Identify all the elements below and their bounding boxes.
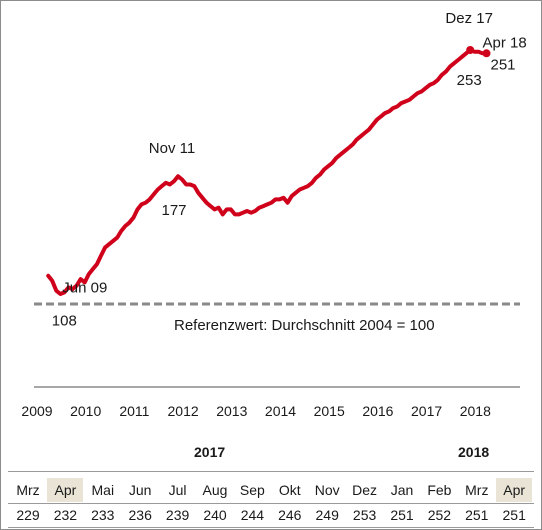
point-marker: [482, 49, 491, 58]
annotation-label: 177: [161, 202, 186, 219]
x-tick-label: 2012: [168, 403, 199, 419]
month-value: 239: [165, 507, 190, 523]
year-header: 2017 2018: [0, 444, 542, 464]
month-value: 253: [352, 507, 377, 523]
x-tick-label: 2010: [70, 403, 101, 419]
month-value: 251: [465, 507, 489, 523]
month-header: Mrz: [16, 482, 40, 498]
series-line: [46, 48, 489, 296]
month-header: Apr: [496, 478, 533, 502]
x-tick-label: 2009: [21, 403, 52, 419]
table-rule-top: [8, 471, 534, 472]
x-tick-label: 2017: [411, 403, 442, 419]
month-value: 251: [502, 507, 526, 523]
month-header: Okt: [278, 482, 301, 498]
point-marker: [466, 46, 475, 54]
x-tick-label: 2011: [119, 403, 149, 419]
month-header: Nov: [314, 482, 340, 498]
month-header: Sep: [239, 482, 265, 498]
month-value: 232: [53, 507, 78, 523]
month-value: 251: [390, 507, 414, 523]
x-tick-label: 2013: [216, 403, 247, 419]
line-chart: Referenzwert: Durchschnitt 2004 = 100 20…: [21, 10, 527, 419]
month-header: Jun: [128, 482, 152, 498]
month-value: 233: [91, 507, 115, 523]
annotation-label: 253: [457, 72, 482, 89]
annotation-label: 108: [52, 313, 77, 330]
month-header: Apr: [47, 478, 84, 502]
month-header: Aug: [202, 482, 228, 498]
x-tick-label: 2015: [314, 403, 345, 419]
month-value: 244: [240, 507, 265, 523]
year-label: 2018: [458, 444, 490, 460]
annotation-label: Nov 11: [149, 140, 195, 157]
month-header: Jul: [168, 482, 187, 498]
month-header: Mai: [91, 482, 115, 498]
month-header: Feb: [427, 482, 452, 498]
x-tick-label: 2014: [265, 403, 296, 419]
month-header: Mrz: [465, 482, 489, 498]
month-value: 252: [427, 507, 452, 523]
annotation-label: Jun 09: [62, 280, 107, 297]
annotation-label: Apr 18: [483, 34, 527, 51]
month-value: 229: [16, 507, 40, 523]
month-value: 246: [278, 507, 302, 523]
month-value: 236: [128, 507, 152, 523]
x-tick-label: 2018: [460, 403, 491, 419]
month-value: 240: [203, 507, 227, 523]
values-table: 2017 2018 Mrz 229 Apr 232 Mai 233 Jun 236 Jul 239 A…: [0, 444, 542, 528]
month-header: Dez: [352, 482, 378, 498]
month-header: Jan: [390, 482, 414, 498]
table-rule-bottom: [8, 527, 534, 528]
annotation-label: 251: [491, 56, 516, 73]
x-tick-label: 2016: [362, 403, 393, 419]
annotation-label: Dez 17: [445, 10, 493, 27]
month-value: 249: [315, 507, 339, 523]
reference-label: Referenzwert: Durchschnitt 2004 = 100: [174, 317, 435, 334]
year-label: 2017: [194, 444, 226, 460]
table-rule-mid: [8, 503, 534, 504]
